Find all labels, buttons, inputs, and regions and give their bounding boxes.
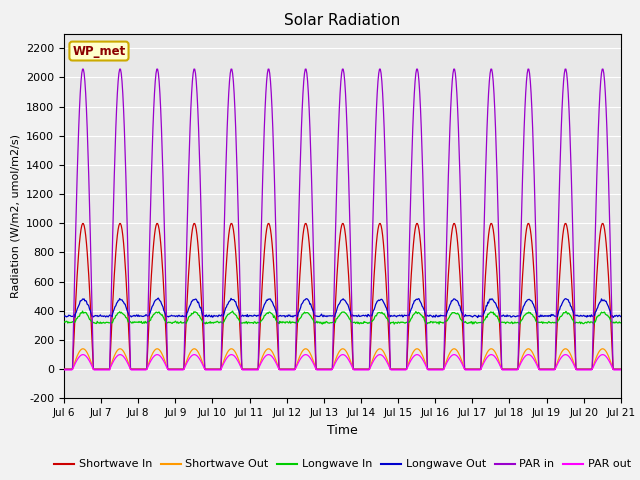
X-axis label: Time: Time <box>327 424 358 437</box>
Y-axis label: Radiation (W/m2, umol/m2/s): Radiation (W/m2, umol/m2/s) <box>10 134 20 298</box>
Text: WP_met: WP_met <box>72 45 125 58</box>
Legend: Shortwave In, Shortwave Out, Longwave In, Longwave Out, PAR in, PAR out: Shortwave In, Shortwave Out, Longwave In… <box>50 455 635 474</box>
Title: Solar Radiation: Solar Radiation <box>284 13 401 28</box>
